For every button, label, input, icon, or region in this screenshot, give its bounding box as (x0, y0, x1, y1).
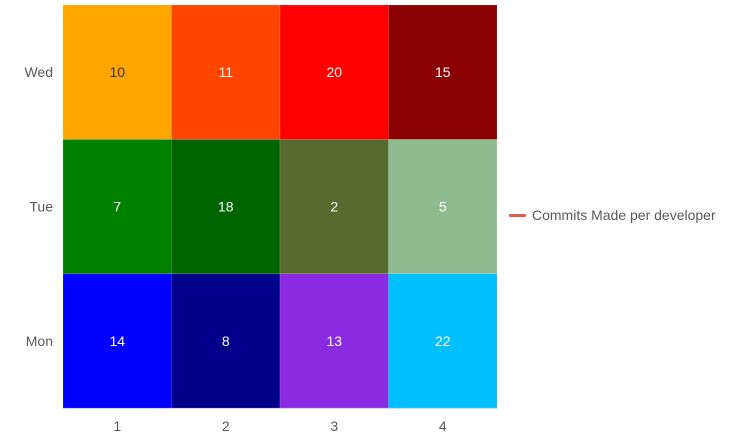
cell-value-label: 22 (435, 333, 451, 349)
legend[interactable]: Commits Made per developer (509, 207, 716, 223)
y-tick-label: Tue (29, 199, 53, 215)
x-axis: 1 2 3 4 (63, 408, 497, 434)
cell-value-label: 20 (326, 64, 342, 80)
legend-line-icon (509, 213, 526, 217)
x-tick-label: 1 (113, 418, 121, 434)
y-axis: Mon Tue Wed (24, 64, 53, 349)
cell-value-label: 7 (113, 199, 121, 215)
y-tick-label: Wed (24, 64, 53, 80)
cell-value-label: 10 (109, 64, 125, 80)
heatmap-cell-wed-1[interactable] (62, 4, 172, 140)
cell-value-label: 15 (435, 64, 451, 80)
heatmap-cell-tue-3[interactable] (279, 139, 389, 274)
heatmap-cell-tue-1[interactable] (62, 139, 172, 274)
cell-value-label: 8 (222, 333, 230, 349)
heatmap-cell-mon-4[interactable] (388, 273, 498, 409)
x-tick-label: 3 (330, 418, 338, 434)
cell-value-label: 14 (109, 333, 125, 349)
heatmap-cell-wed-4[interactable] (388, 4, 498, 140)
x-tick-label: 2 (222, 418, 230, 434)
heatmap-cell-wed-2[interactable] (171, 4, 281, 140)
cell-value-label: 13 (326, 333, 342, 349)
heatmap-cell-mon-1[interactable] (62, 273, 172, 409)
cell-value-label: 18 (218, 199, 234, 215)
heatmap-cells (62, 4, 498, 409)
heatmap-cell-tue-4[interactable] (388, 139, 498, 274)
legend-label: Commits Made per developer (532, 207, 716, 223)
cell-value-label: 11 (218, 64, 233, 80)
cell-value-label: 2 (330, 199, 338, 215)
heatmap-cell-mon-2[interactable] (171, 273, 281, 409)
cell-value-label: 5 (439, 199, 447, 215)
heatmap-cell-tue-2[interactable] (171, 139, 281, 274)
cell-value-labels: 14 8 13 22 7 18 2 5 10 11 20 15 (109, 64, 450, 349)
y-tick-label: Mon (26, 333, 53, 349)
x-tick-label: 4 (439, 418, 447, 434)
